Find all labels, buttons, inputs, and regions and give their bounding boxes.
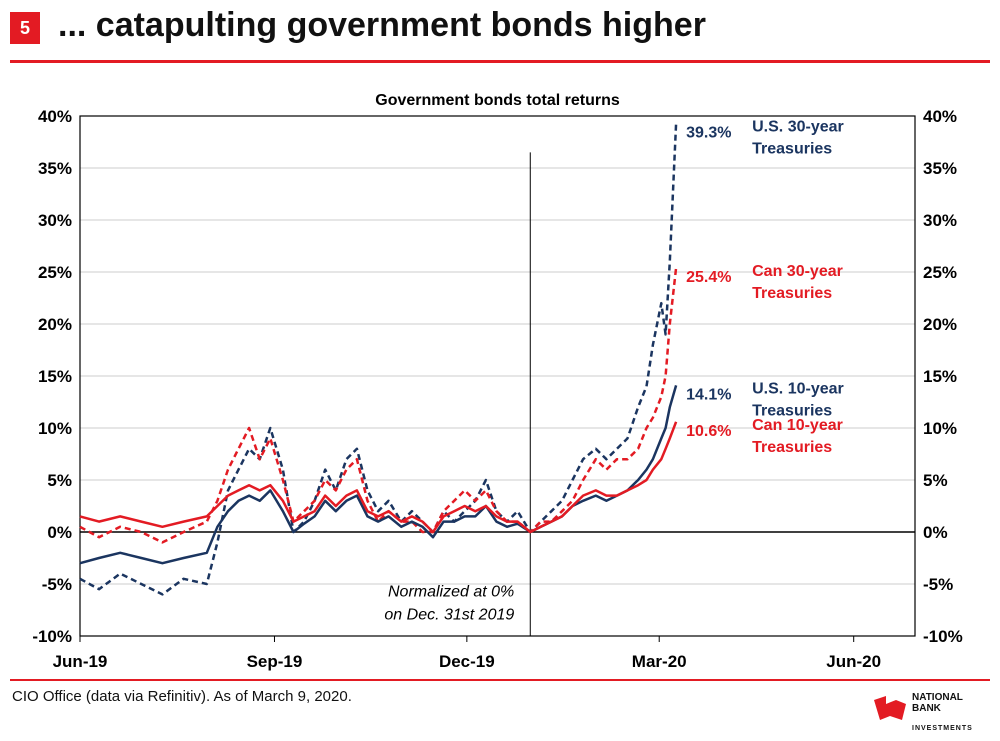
logo-line1: NATIONAL	[912, 692, 963, 703]
y-tick-label-left: -5%	[42, 575, 72, 594]
y-tick-label-left: 40%	[38, 107, 72, 126]
plot-frame	[79, 115, 916, 637]
x-tick-label: Jun-20	[826, 652, 881, 671]
y-tick-label-left: 35%	[38, 159, 72, 178]
slide-number-badge: 5	[10, 12, 40, 44]
x-tick-label: Dec-19	[439, 652, 495, 671]
footer-divider	[10, 679, 990, 681]
source-note: CIO Office (data via Refinitiv). As of M…	[12, 688, 352, 705]
logo-line2: BANK	[912, 703, 941, 714]
series-label: Can 30-year	[752, 263, 843, 280]
x-tick-label: Sep-19	[247, 652, 303, 671]
series-line-0	[79, 123, 678, 596]
chart-title: Government bonds total returns	[375, 92, 620, 109]
y-tick-label-right: -5%	[923, 575, 953, 594]
y-tick-label-left: 25%	[38, 263, 72, 282]
series-label: Treasuries	[752, 285, 832, 302]
y-tick-label-right: 35%	[923, 159, 957, 178]
y-tick-label-left: 15%	[38, 367, 72, 386]
series-line-2	[79, 385, 678, 565]
logo-subtext: INVESTMENTS	[912, 725, 973, 732]
y-tick-label-right: 15%	[923, 367, 957, 386]
end-value-label: 10.6%	[686, 423, 731, 440]
series-label: Treasuries	[752, 402, 832, 419]
series-label: U.S. 30-year	[752, 118, 844, 135]
end-value-label: 14.1%	[686, 386, 731, 403]
y-tick-label-right: 40%	[923, 107, 957, 126]
end-value-label: 25.4%	[686, 269, 731, 286]
x-tick-label: Mar-20	[632, 652, 687, 671]
page-title: ... catapulting government bonds higher	[58, 6, 706, 44]
normalization-note: Normalized at 0%	[388, 583, 514, 600]
y-tick-label-right: 5%	[923, 471, 948, 490]
y-tick-label-left: 10%	[38, 419, 72, 438]
x-tick-label: Jun-19	[53, 652, 108, 671]
y-tick-label-left: 0%	[47, 523, 72, 542]
series-line-1	[79, 267, 678, 544]
series-line-3	[79, 421, 678, 534]
y-tick-label-left: 20%	[38, 315, 72, 334]
y-tick-label-right: 20%	[923, 315, 957, 334]
national-bank-logo: NATIONAL BANK INVESTMENTS	[872, 690, 990, 736]
end-value-label: 39.3%	[686, 124, 731, 141]
y-tick-label-left: -10%	[32, 627, 72, 646]
y-tick-label-right: 25%	[923, 263, 957, 282]
flag-logo-icon	[874, 696, 906, 720]
series-label: U.S. 10-year	[752, 380, 844, 397]
y-tick-label-left: 5%	[47, 471, 72, 490]
normalization-note: on Dec. 31st 2019	[384, 606, 514, 623]
series-label: Treasuries	[752, 439, 832, 456]
government-bonds-chart: Government bonds total returns 40% 40% 35% 3…	[32, 92, 963, 671]
series-label: Can 10-year	[752, 417, 843, 434]
logo-text: NATIONAL BANK	[912, 692, 963, 714]
series-label: Treasuries	[752, 140, 832, 157]
title-divider	[10, 60, 990, 63]
y-tick-label-left: 30%	[38, 211, 72, 230]
y-tick-label-right: 30%	[923, 211, 957, 230]
y-tick-label-right: 0%	[923, 523, 948, 542]
y-tick-label-right: -10%	[923, 627, 963, 646]
y-tick-label-right: 10%	[923, 419, 957, 438]
